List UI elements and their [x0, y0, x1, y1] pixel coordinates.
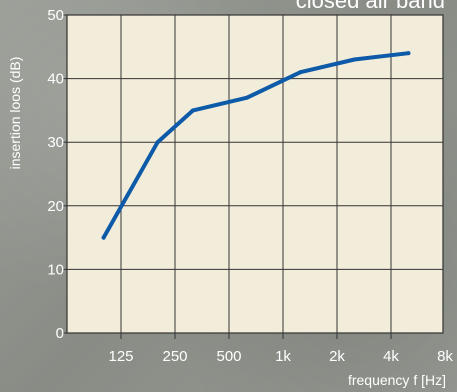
data-point	[245, 95, 250, 100]
plot-area	[67, 15, 443, 333]
y-tick-label: 20	[47, 198, 64, 215]
y-tick-label: 40	[47, 71, 64, 88]
chart-title: closed air band	[296, 0, 445, 13]
x-tick-label: 125	[108, 348, 133, 365]
series-layer	[101, 51, 411, 240]
y-tick-label: 30	[47, 134, 64, 151]
x-tick-label: 8k	[437, 348, 453, 365]
y-axis-label: insertion loos (dB)	[7, 57, 23, 170]
x-tick-label: 1k	[275, 348, 291, 365]
data-point	[191, 108, 196, 113]
x-tick-label: 250	[162, 348, 187, 365]
y-tick-label: 10	[47, 261, 64, 278]
data-point	[101, 235, 106, 240]
gridlines	[66, 14, 444, 334]
x-axis-label: frequency f [Hz]	[348, 372, 446, 388]
ticks: 0 10 20 30 40 50 125 250 500 1k 2k 4k 8k	[47, 7, 453, 365]
data-point	[155, 140, 160, 145]
data-point	[298, 70, 303, 75]
data-point	[352, 57, 357, 62]
plot-frame	[66, 14, 444, 334]
x-tick-label: 2k	[329, 348, 345, 365]
y-tick-label: 50	[47, 7, 64, 24]
y-tick-label: 0	[56, 325, 64, 342]
data-point	[406, 51, 411, 56]
x-tick-label: 4k	[383, 348, 399, 365]
x-tick-label: 500	[216, 348, 241, 365]
